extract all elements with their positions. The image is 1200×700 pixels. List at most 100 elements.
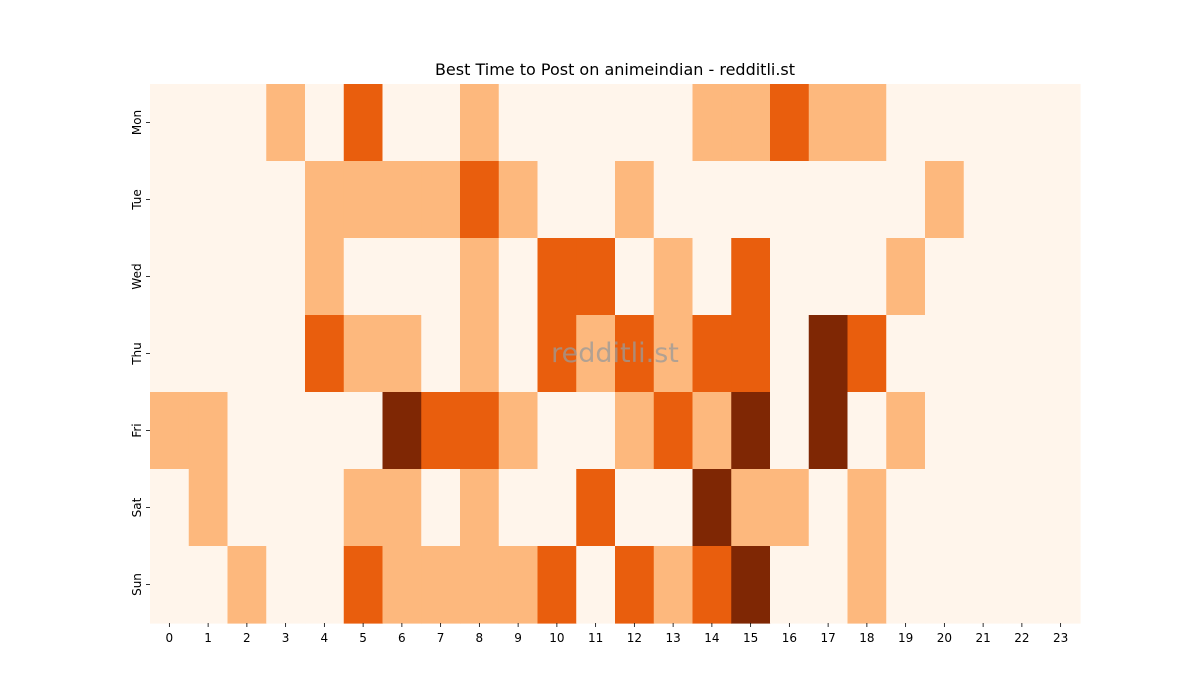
- heatmap-cell-wed-13: [653, 238, 694, 316]
- heatmap-cell-sat-22: [1002, 469, 1042, 547]
- heatmap-cell-thu-13: [653, 315, 694, 393]
- heatmap-cell-sun-9: [498, 546, 539, 624]
- heatmap-cell-tue-7: [421, 161, 461, 239]
- heatmap-cell-thu-21: [963, 315, 1004, 393]
- heatmap-cell-sat-10: [537, 469, 577, 547]
- heatmap-cell-sat-1: [188, 469, 229, 547]
- heatmap-cell-tue-10: [537, 161, 577, 239]
- heatmap-cell-fri-14: [692, 392, 732, 470]
- heatmap-cell-thu-4: [305, 315, 345, 393]
- y-axis-ticks: Mon Tue Wed Thu Fri Sat Sun: [130, 110, 150, 596]
- heatmap-cell-sun-3: [266, 546, 306, 624]
- heatmap-cell-wed-1: [188, 238, 229, 316]
- heatmap-cell-sat-0: [150, 469, 190, 547]
- heatmap-cell-mon-17: [808, 84, 849, 162]
- x-tick-label-17: 17: [820, 631, 835, 645]
- heatmap-cell-tue-18: [847, 161, 887, 239]
- heatmap-cell-sun-21: [963, 546, 1004, 624]
- x-tick-label-7: 7: [437, 631, 445, 645]
- heatmap-cell-sun-5: [343, 546, 384, 624]
- heatmap-cell-sun-10: [537, 546, 577, 624]
- x-tick-label-9: 9: [514, 631, 522, 645]
- chart-title: Best Time to Post on animeindian - reddi…: [435, 60, 795, 79]
- heatmap-cell-fri-12: [615, 392, 655, 470]
- x-tick-label-11: 11: [588, 631, 603, 645]
- heatmap-cell-sat-3: [266, 469, 306, 547]
- heatmap-cell-sat-16: [770, 469, 810, 547]
- heatmap-cell-sat-21: [963, 469, 1004, 547]
- heatmap-cell-tue-20: [925, 161, 965, 239]
- heatmap-cell-wed-18: [847, 238, 887, 316]
- heatmap-cell-fri-2: [227, 392, 267, 470]
- heatmap-cell-fri-13: [653, 392, 694, 470]
- y-tick-label-sun: Sun: [130, 573, 144, 596]
- heatmap-cell-mon-13: [653, 84, 694, 162]
- heatmap-cell-mon-5: [343, 84, 384, 162]
- heatmap-cell-wed-7: [421, 238, 461, 316]
- x-tick-label-0: 0: [166, 631, 174, 645]
- heatmap-cell-sun-18: [847, 546, 887, 624]
- heatmap-cell-tue-14: [692, 161, 732, 239]
- heatmap-cell-wed-8: [460, 238, 500, 316]
- x-tick-label-12: 12: [627, 631, 642, 645]
- heatmap-cell-tue-2: [227, 161, 267, 239]
- heatmap-cell-tue-16: [770, 161, 810, 239]
- heatmap-cell-sun-0: [150, 546, 190, 624]
- heatmap-cell-sun-20: [925, 546, 965, 624]
- heatmap-cell-sun-4: [305, 546, 345, 624]
- heatmap-cell-mon-6: [382, 84, 422, 162]
- heatmap-cell-sat-6: [382, 469, 422, 547]
- x-tick-label-2: 2: [243, 631, 251, 645]
- heatmap-cell-sat-18: [847, 469, 887, 547]
- heatmap-cell-tue-17: [808, 161, 849, 239]
- heatmap-cell-mon-8: [460, 84, 500, 162]
- heatmap-cell-mon-3: [266, 84, 306, 162]
- heatmap-cell-sun-15: [731, 546, 771, 624]
- heatmap-cell-tue-21: [963, 161, 1004, 239]
- heatmap-cell-thu-3: [266, 315, 306, 393]
- heatmap-cell-sat-2: [227, 469, 267, 547]
- heatmap-cell-thu-15: [731, 315, 771, 393]
- heatmap-cell-thu-19: [886, 315, 926, 393]
- heatmap-cell-thu-18: [847, 315, 887, 393]
- heatmap-cell-sun-17: [808, 546, 849, 624]
- heatmap-cell-mon-23: [1041, 84, 1081, 162]
- x-tick-label-13: 13: [665, 631, 680, 645]
- heatmap-cell-mon-10: [537, 84, 577, 162]
- x-tick-label-16: 16: [782, 631, 797, 645]
- y-tick-label-tue: Tue: [130, 189, 144, 211]
- y-tick-label-fri: Fri: [130, 423, 144, 437]
- heatmap-cell-fri-6: [382, 392, 422, 470]
- heatmap-cell-sun-8: [460, 546, 500, 624]
- heatmap-cell-thu-16: [770, 315, 810, 393]
- heatmap-cell-sat-19: [886, 469, 926, 547]
- heatmap-cell-mon-0: [150, 84, 190, 162]
- heatmap-cell-sun-23: [1041, 546, 1081, 624]
- heatmap-cell-thu-12: [615, 315, 655, 393]
- heatmap-cell-tue-9: [498, 161, 539, 239]
- heatmap-cell-wed-4: [305, 238, 345, 316]
- heatmap-cell-wed-9: [498, 238, 539, 316]
- y-tick-label-sat: Sat: [130, 497, 144, 517]
- heatmap-cell-tue-3: [266, 161, 306, 239]
- heatmap-cell-tue-23: [1041, 161, 1081, 239]
- heatmap-cell-sat-17: [808, 469, 849, 547]
- heatmap-cell-fri-3: [266, 392, 306, 470]
- y-tick-label-wed: Wed: [130, 263, 144, 289]
- x-axis-ticks: 0 1 2 3 4 5 6 7 8 9 10 11 12 13 14 15 16 17 18 19 20 21 22 23: [166, 623, 1068, 645]
- heatmap-cell-thu-17: [808, 315, 849, 393]
- heatmap-cell-sun-1: [188, 546, 229, 624]
- heatmap-cell-thu-6: [382, 315, 422, 393]
- heatmap-cell-sun-11: [576, 546, 616, 624]
- heatmap-cell-fri-5: [343, 392, 384, 470]
- heatmap-cell-mon-4: [305, 84, 345, 162]
- x-tick-label-20: 20: [937, 631, 952, 645]
- heatmap-cell-thu-2: [227, 315, 267, 393]
- heatmap-cell-wed-10: [537, 238, 577, 316]
- heatmap-cell-mon-1: [188, 84, 229, 162]
- heatmap-cell-mon-12: [615, 84, 655, 162]
- heatmap-cell-wed-12: [615, 238, 655, 316]
- x-tick-label-23: 23: [1053, 631, 1068, 645]
- heatmap-cell-thu-1: [188, 315, 229, 393]
- heatmap-cell-wed-6: [382, 238, 422, 316]
